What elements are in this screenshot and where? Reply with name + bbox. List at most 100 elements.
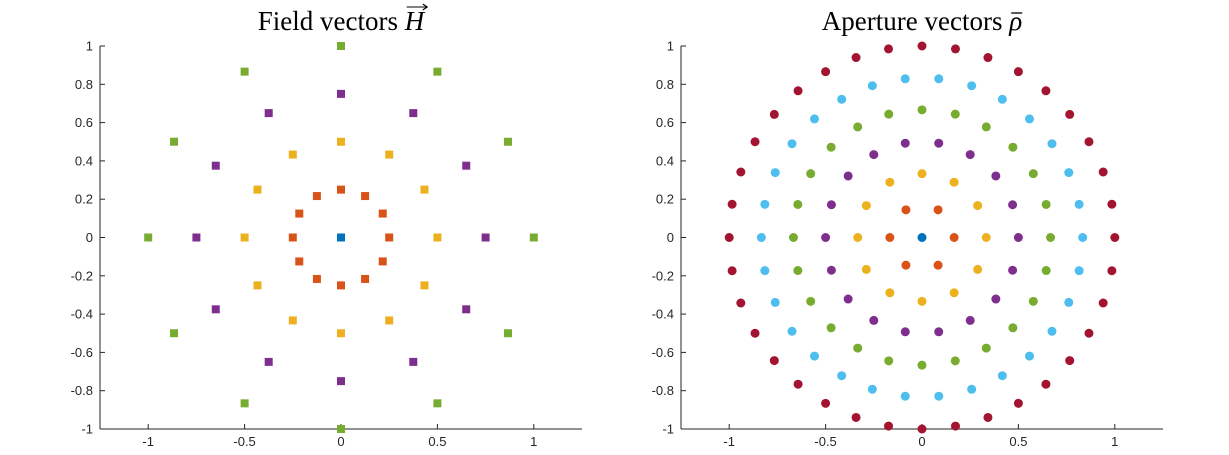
data-point-square	[288, 233, 297, 242]
data-point-square	[211, 161, 220, 170]
data-point-circle	[809, 114, 819, 124]
data-point-square	[503, 137, 512, 146]
vector-arrow-accent	[422, 3, 429, 11]
data-point-square	[295, 257, 304, 266]
data-point-square	[462, 161, 471, 170]
data-point-circle	[1074, 199, 1084, 209]
data-point-circle	[793, 199, 803, 209]
y-tick-label: 1	[667, 39, 674, 54]
data-point-circle	[853, 343, 863, 353]
data-point-circle	[1098, 298, 1108, 308]
data-point-circle	[900, 138, 910, 148]
data-point-circle	[934, 74, 944, 84]
data-point-square	[462, 305, 471, 314]
data-point-circle	[981, 122, 991, 132]
data-point-circle	[884, 421, 894, 431]
data-point-circle	[981, 343, 991, 353]
data-point-circle	[917, 360, 927, 370]
data-point-circle	[950, 421, 960, 431]
data-point-circle	[1025, 351, 1035, 361]
data-point-circle	[787, 326, 797, 336]
data-point-circle	[826, 200, 836, 210]
data-point-square	[337, 185, 345, 194]
data-point-circle	[917, 105, 927, 115]
data-point-circle	[837, 371, 847, 381]
data-point-square	[264, 357, 273, 366]
data-point-square	[253, 281, 262, 290]
data-point-circle	[769, 356, 779, 366]
y-tick-label: 0.4	[75, 153, 93, 168]
data-point-circle	[821, 67, 831, 77]
data-point-circle	[885, 233, 895, 242]
chart-title: Aperture vectors ρ	[822, 6, 1022, 36]
y-tick-label: 0.8	[656, 77, 674, 92]
data-point-circle	[793, 379, 803, 389]
x-tick-label: -0.5	[233, 434, 255, 449]
data-point-circle	[884, 44, 894, 54]
data-point-circle	[917, 233, 927, 242]
y-tick-label: -1	[662, 422, 674, 437]
data-point-circle	[917, 296, 927, 306]
data-point-square	[170, 329, 179, 338]
y-tick-label: 0	[86, 230, 93, 245]
data-point-circle	[1107, 199, 1117, 209]
aperture-vectors-panel: 1 0.8 0.6 0.4 0.2 0 -0.2 -0.4 -0.6 -0.8 -1 -1 -0.5 0 0…	[652, 6, 1163, 449]
data-point-circle	[1013, 398, 1023, 408]
data-point-circle	[997, 94, 1007, 104]
data-point-circle	[917, 424, 927, 434]
data-point-circle	[760, 266, 770, 276]
y-tick-label: 1	[86, 39, 93, 54]
data-point-circle	[949, 288, 959, 298]
data-point-circle	[1065, 109, 1075, 119]
data-point-circle	[867, 384, 877, 394]
data-point-square	[337, 377, 345, 386]
data-point-square	[385, 233, 394, 242]
y-tick-label: -0.2	[71, 268, 93, 283]
data-point-circle	[1098, 167, 1108, 177]
data-point-circle	[756, 233, 766, 242]
data-point-circle	[770, 168, 780, 178]
data-point-circle	[1046, 233, 1056, 242]
data-point-circle	[884, 356, 894, 366]
data-point-square	[503, 329, 512, 338]
data-point-square	[385, 316, 394, 325]
data-point-circle	[973, 201, 983, 211]
data-point-circle	[917, 41, 927, 51]
data-point-circle	[1041, 86, 1051, 96]
data-point-square	[385, 150, 394, 159]
x-tick-label: 0.5	[1009, 434, 1027, 449]
data-point-circle	[1047, 139, 1057, 149]
data-point-circle	[769, 109, 779, 119]
data-point-square	[433, 233, 442, 242]
data-point-circle	[933, 260, 943, 270]
data-point-circle	[826, 142, 836, 152]
data-point-circle	[965, 150, 975, 160]
y-tick-label: 0	[667, 230, 674, 245]
x-tick-label: 1	[1111, 434, 1118, 449]
data-point-circle	[750, 328, 760, 338]
data-point-square	[211, 305, 220, 314]
data-point-circle	[809, 351, 819, 361]
data-point-circle	[867, 81, 877, 91]
x-tick-label: -1	[142, 434, 154, 449]
data-point-circle	[983, 53, 993, 63]
data-point-square	[420, 185, 429, 194]
data-point-square	[312, 192, 321, 201]
y-tick-label: -0.4	[71, 307, 93, 322]
data-point-circle	[1028, 169, 1038, 179]
data-point-square	[253, 185, 262, 194]
data-point-circle	[1008, 323, 1018, 333]
data-point-circle	[843, 294, 853, 304]
data-point-circle	[793, 266, 803, 276]
y-tick-label: -0.8	[652, 383, 674, 398]
data-point-square	[409, 109, 418, 118]
data-point-square	[288, 150, 297, 159]
data-point-square	[312, 274, 321, 283]
data-point-circle	[884, 109, 894, 119]
data-point-square	[337, 233, 345, 242]
data-point-circle	[981, 233, 991, 242]
data-point-circle	[806, 169, 816, 179]
data-point-circle	[727, 199, 737, 209]
data-point-circle	[861, 201, 871, 211]
data-point-circle	[1065, 356, 1075, 366]
